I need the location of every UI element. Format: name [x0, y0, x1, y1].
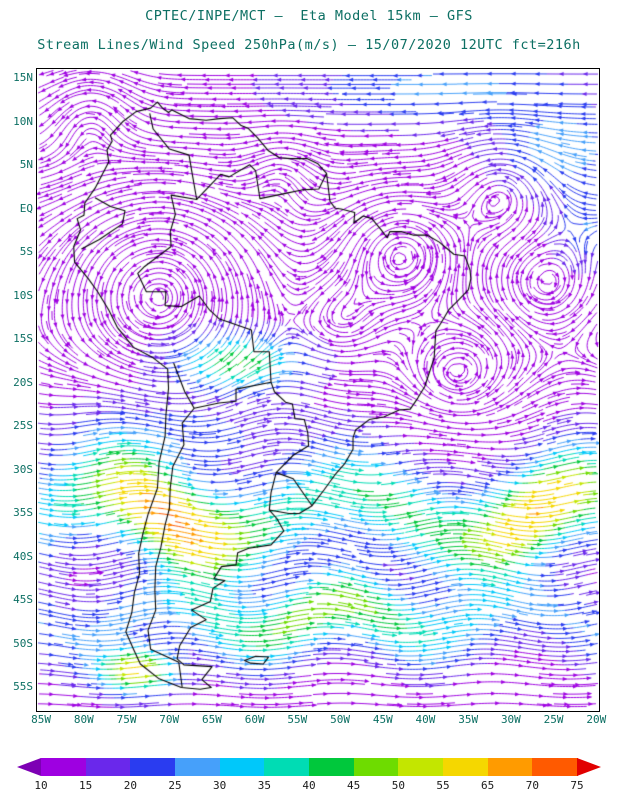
- lat-tick-label: 25S: [13, 419, 33, 433]
- lon-tick-label: 35W: [458, 713, 479, 726]
- lat-tick-label: 15S: [13, 332, 33, 346]
- lon-tick-label: 45W: [372, 713, 393, 726]
- colorbar-underflow-arrow: [17, 758, 41, 776]
- lat-tick-label: 20S: [13, 375, 33, 389]
- colorbar-segment: [353, 758, 399, 776]
- lat-tick-label: 55S: [13, 680, 33, 694]
- lat-tick-label: 50S: [13, 636, 33, 650]
- colorbar-tick-label: 25: [168, 779, 182, 792]
- lon-tick-label: 50W: [330, 713, 350, 726]
- colorbar-segment: [130, 758, 176, 776]
- map-frame: [36, 68, 600, 712]
- colorbar-tick-label: 20: [123, 779, 137, 792]
- colorbar-tick-label: 50: [391, 779, 405, 792]
- colorbar-tick-label: 45: [347, 779, 361, 792]
- lon-tick-label: 30W: [500, 713, 521, 726]
- wind-speed-colorbar: 10 15 20 25 30 35 40 45 50 55 65 70 75: [17, 758, 601, 798]
- colorbar-tick-label: 40: [302, 779, 316, 792]
- colorbar-tick-label: 15: [79, 779, 93, 792]
- lon-tick-label: 70W: [159, 713, 180, 726]
- colorbar-segment: [487, 758, 533, 776]
- colorbar-tick-label: 55: [436, 779, 450, 792]
- lat-tick-label: 10S: [13, 288, 33, 302]
- chart-title: CPTEC/INPE/MCT — Eta Model 15km — GFS: [145, 8, 473, 24]
- colorbar-overflow-arrow: [577, 758, 601, 776]
- lat-tick-label: 45S: [13, 593, 33, 607]
- colorbar-segment: [41, 758, 87, 776]
- colorbar-segment: [398, 758, 444, 776]
- lat-tick-label: 30S: [13, 462, 33, 476]
- colorbar-segment: [219, 758, 265, 776]
- colorbar-segment: [264, 758, 310, 776]
- lon-tick-label: 85W: [31, 713, 52, 726]
- lon-tick-label: 25W: [543, 713, 564, 726]
- lon-tick-label: 60W: [244, 713, 265, 726]
- colorbar-tick-label: 35: [257, 779, 271, 792]
- colorbar-tick-label: 65: [481, 779, 495, 792]
- lat-tick-label: 5N: [19, 158, 33, 172]
- lon-tick-label: 65W: [202, 713, 222, 726]
- lat-tick-label: 10N: [13, 114, 33, 128]
- streamline-map-canvas: [37, 69, 599, 711]
- lon-tick-label: 75W: [116, 713, 137, 726]
- colorbar-segment: [309, 758, 355, 776]
- colorbar-tick-label: 75: [570, 779, 584, 792]
- colorbar-segment: [85, 758, 131, 776]
- colorbar-segment: [532, 758, 578, 776]
- colorbar-tick-label: 10: [34, 779, 48, 792]
- lon-tick-label: 55W: [287, 713, 308, 726]
- lat-tick-label: 15N: [13, 71, 33, 85]
- lat-tick-label: 35S: [13, 506, 33, 520]
- lat-tick-label: EQ: [19, 201, 33, 215]
- lon-tick-label: 40W: [415, 713, 436, 726]
- lon-tick-label: 20W: [586, 713, 607, 726]
- chart-subtitle: Stream Lines/Wind Speed 250hPa(m/s) — 15…: [37, 37, 581, 53]
- lat-tick-label: 40S: [13, 549, 33, 563]
- colorbar-tick-label: 30: [213, 779, 227, 792]
- lon-tick-label: 80W: [73, 713, 94, 726]
- colorbar-segment: [443, 758, 489, 776]
- lat-tick-label: 5S: [19, 245, 33, 259]
- colorbar-tick-label: 70: [525, 779, 539, 792]
- colorbar-segment: [175, 758, 221, 776]
